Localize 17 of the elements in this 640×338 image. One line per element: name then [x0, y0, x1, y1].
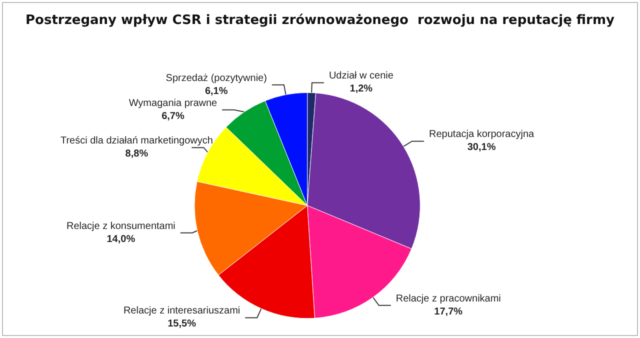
- slice-label: Relacje z interesariuszami: [123, 306, 240, 317]
- slice-label: Udział w cenie: [328, 70, 394, 82]
- slice-label: Relacje z pracownikami: [396, 293, 501, 304]
- slice-label: Reputacja korporacyjna: [429, 129, 535, 140]
- chart-title: Postrzegany wpływ CSR i strategii zrównoważonego rozwoju na reputację firmy: [26, 13, 616, 28]
- data-label: 1,2%: [350, 84, 373, 95]
- slice-label: Wymagania prawne: [128, 98, 218, 109]
- slice-label: Relacje z konsumentami: [66, 220, 176, 232]
- data-label: 14,0%: [106, 234, 136, 245]
- data-label: 8,8%: [125, 148, 148, 160]
- data-label: 30,1%: [467, 142, 496, 154]
- data-label: 15,5%: [168, 318, 196, 330]
- data-label: 6,7%: [162, 110, 184, 122]
- data-label: 17,7%: [434, 306, 463, 318]
- data-label: 6,1%: [204, 86, 228, 97]
- slice-label: Sprzedaż (pozytywnie): [166, 72, 267, 84]
- slice-label: Treści dla działań marketingowych: [60, 136, 213, 147]
